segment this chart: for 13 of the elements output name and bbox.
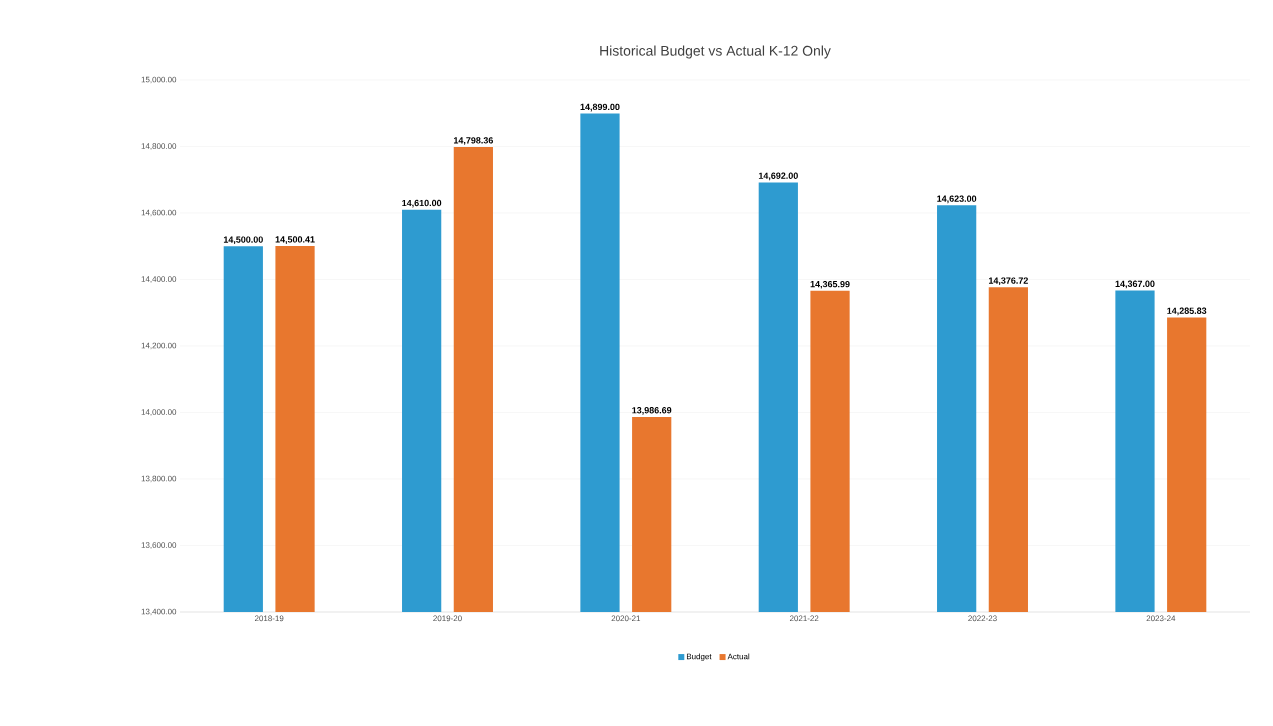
chart-title: Historical Budget vs Actual K-12 Only: [600, 45, 831, 59]
data-label: 14,365.99: [810, 280, 850, 289]
data-label: 14,285.83: [1167, 307, 1207, 316]
data-label: 14,610.00: [402, 199, 442, 208]
data-label: 14,692.00: [758, 172, 798, 181]
data-label: 14,367.00: [1115, 280, 1155, 289]
data-label: 14,500.00: [223, 236, 263, 245]
data-label: 14,899.00: [580, 103, 620, 112]
data-label: 14,500.41: [275, 236, 315, 244]
data-label: 13,986.69: [632, 407, 672, 415]
data-label: 14,376.72: [988, 277, 1028, 286]
data-label: 14,623.00: [937, 195, 977, 204]
data-label: 14,798.36: [453, 137, 493, 145]
